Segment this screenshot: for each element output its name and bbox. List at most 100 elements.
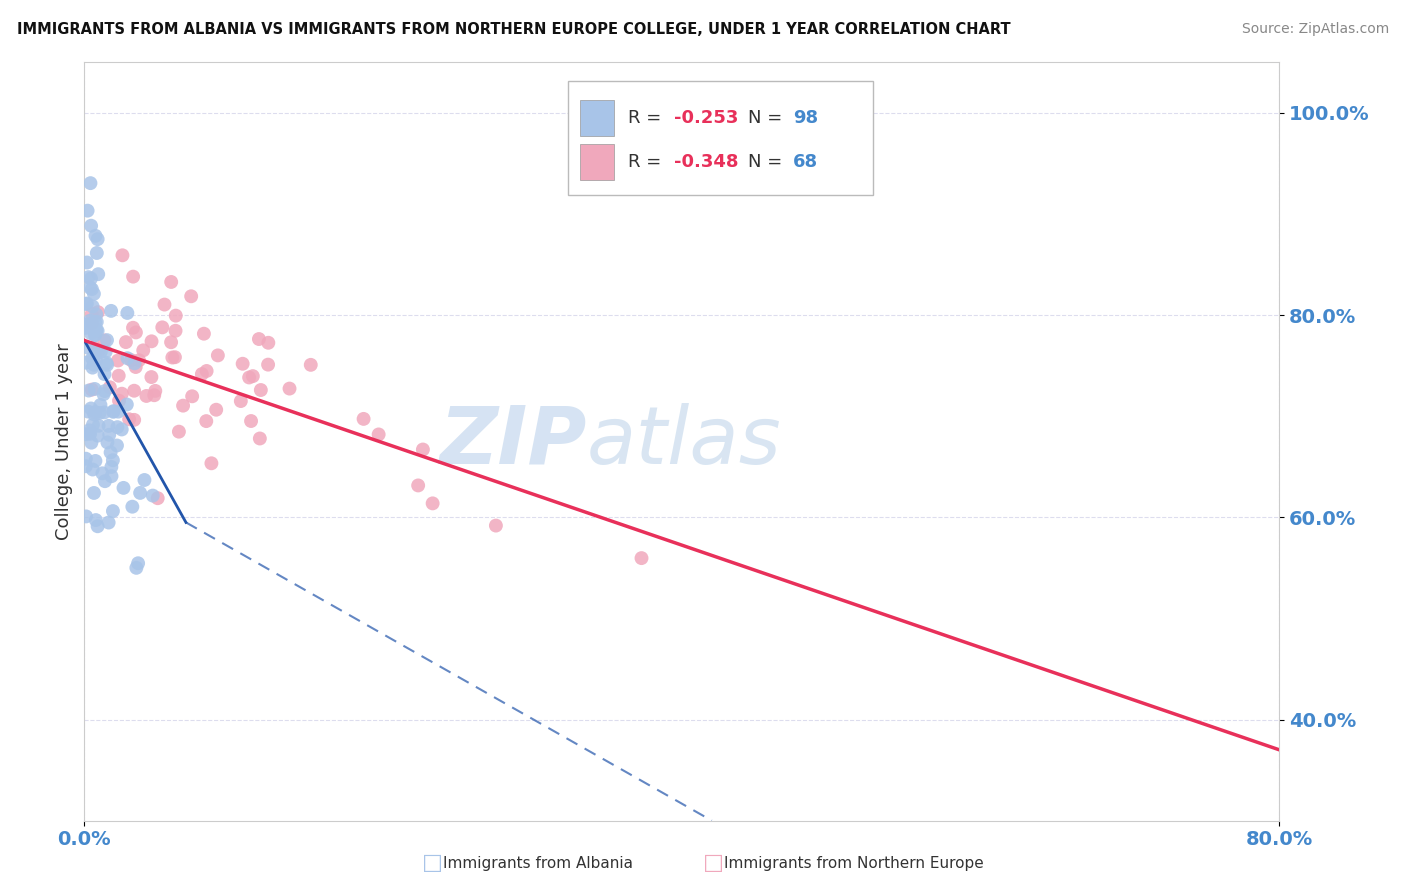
Text: -0.348: -0.348 [673,153,738,170]
Point [80,326,103,340]
Point [80,282,103,296]
Point [240,414,263,428]
Point [98,427,121,442]
FancyBboxPatch shape [568,81,873,195]
Point [122,413,145,427]
Point [127,556,149,570]
Point [83,408,105,422]
Point [80,401,103,416]
Point [75,297,97,311]
Point [98,380,121,394]
Point [101,504,124,518]
Point [76,203,98,218]
Point [76,340,98,354]
Point [80,435,103,450]
Point [160,275,183,289]
Point [250,383,273,397]
Point [125,561,148,575]
Point [142,489,165,503]
Point [120,353,142,368]
Point [84,307,107,321]
Point [107,368,129,383]
Point [96,358,118,372]
Point [93,384,115,398]
Point [86,232,108,246]
Point [89,398,111,412]
Text: R =: R = [628,109,666,127]
Point [141,370,163,384]
Point [79,426,101,441]
Point [100,304,122,318]
Point [86,428,108,442]
Point [195,414,218,428]
Point [115,335,138,350]
Point [77,404,100,418]
Point [82,360,104,375]
Point [165,309,187,323]
Point [90,344,112,359]
Point [422,496,444,510]
Point [75,459,97,474]
Point [93,334,115,348]
Point [167,425,190,439]
Point [86,246,108,260]
Point [83,340,105,354]
Point [77,423,100,437]
Text: IMMIGRANTS FROM ALBANIA VS IMMIGRANTS FROM NORTHERN EUROPE COLLEGE, UNDER 1 YEAR: IMMIGRANTS FROM ALBANIA VS IMMIGRANTS FR… [17,22,1011,37]
Text: □: □ [703,854,724,873]
Point [125,359,148,374]
Point [75,451,97,466]
Point [87,267,110,281]
Text: Immigrants from Albania: Immigrants from Albania [443,856,633,871]
Point [111,386,134,401]
Point [115,397,138,411]
Point [205,402,228,417]
Point [249,432,271,446]
Point [84,315,107,329]
Point [143,384,166,398]
Point [200,456,222,470]
Point [191,367,214,381]
Point [180,289,202,303]
Point [257,358,280,372]
Point [97,418,120,433]
Point [107,404,129,418]
Point [118,412,141,426]
Point [84,328,107,343]
Point [82,351,104,366]
Point [75,356,97,370]
Point [93,387,115,401]
Point [84,323,107,337]
Point [122,320,145,334]
Point [193,326,215,341]
Text: N =: N = [748,109,787,127]
Point [153,297,176,311]
Point [135,389,157,403]
Point [82,300,104,314]
Point [247,332,270,346]
Point [229,394,252,409]
Point [129,486,152,500]
Point [124,356,146,370]
Point [132,343,155,358]
Point [84,405,107,419]
Point [122,269,145,284]
Point [82,462,104,476]
Point [97,516,120,530]
Point [112,481,135,495]
Point [146,491,169,506]
Point [84,228,107,243]
Point [93,367,115,381]
Text: Source: ZipAtlas.com: Source: ZipAtlas.com [1241,22,1389,37]
Point [77,384,100,398]
Point [75,427,97,442]
Point [87,305,110,319]
Point [278,382,301,396]
Point [100,445,122,459]
Point [141,334,163,349]
Point [75,509,97,524]
Point [117,306,139,320]
Point [100,460,122,475]
Point [128,353,150,368]
Point [299,358,322,372]
